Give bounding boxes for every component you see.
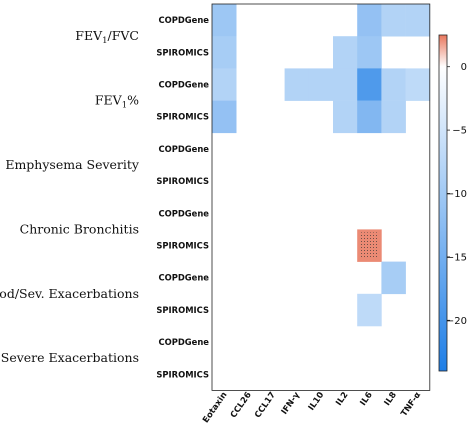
column-label: CCL17 (252, 390, 277, 420)
plot-frame (211, 3, 431, 391)
row-label: SPIROMICS (156, 305, 209, 315)
group-label: Severe Exacerbations (1, 350, 139, 365)
row-label: SPIROMICS (156, 369, 209, 379)
heatmap-cell-r0-c6 (357, 4, 382, 37)
group-label: Chronic Bronchitis (20, 221, 139, 236)
heatmap-cell-r3-c5 (333, 100, 358, 134)
row-label: COPDGene (158, 144, 209, 154)
heatmap-cell-r1-c0 (212, 36, 237, 69)
group-label: FEV1/FVC (75, 28, 139, 46)
group-labels: FEV1/FVC FEV1% Emphysema Severity Chronic B… (0, 28, 140, 365)
column-label: Eotaxin (200, 390, 228, 425)
row-label: COPDGene (158, 80, 209, 90)
heatmap-cell-r2-c7 (381, 68, 406, 101)
heatmap-cell-r3-c6 (357, 100, 382, 134)
heatmap-cell-r1-c5 (333, 36, 358, 69)
significance-stipple (360, 232, 379, 259)
column-label: TNF-α (398, 390, 422, 418)
group-label: FEV1% (95, 93, 139, 111)
heatmap-cell-r2-c8 (405, 68, 431, 101)
column-label: IL8 (382, 390, 398, 408)
heatmap-cell-r2-c6 (357, 68, 382, 101)
column-label: IL10 (306, 390, 326, 412)
column-label: CCL26 (228, 390, 253, 420)
column-label: IL6 (358, 390, 374, 408)
heatmap-cell-r2-c0 (212, 68, 237, 101)
colorbar-tick-label: −20 (446, 316, 467, 327)
row-labels: COPDGene SPIROMICS COPDGene SPIROMICS COPDGe… (156, 15, 209, 379)
heatmap-cell-r1-c6 (357, 36, 382, 69)
heatmap-cell-r2-c5 (333, 68, 358, 101)
row-label: SPIROMICS (156, 176, 209, 186)
row-label: SPIROMICS (156, 241, 209, 251)
column-label: IFN-γ (279, 390, 302, 416)
colorbar-tick-label: 0 (461, 62, 467, 73)
heatmap-cell-r0-c8 (405, 4, 431, 37)
heatmap-cell-r0-c0 (212, 4, 237, 37)
row-label: SPIROMICS (156, 47, 209, 57)
row-label: COPDGene (158, 208, 209, 218)
heatmap-cells (212, 4, 431, 327)
column-label: IL2 (333, 390, 349, 408)
group-label: Emphysema Severity (5, 157, 140, 172)
colorbar-tick-label: −10 (446, 189, 467, 200)
heatmap-cell-r0-c7 (381, 4, 406, 37)
colorbar-tick-label: −15 (446, 252, 467, 263)
column-labels: Eotaxin CCL26 CCL17 IFN-γ IL10 IL2 IL6 IL8 TNF-α (200, 390, 422, 425)
heatmap-cell-r3-c0 (212, 100, 237, 134)
row-label: COPDGene (158, 15, 209, 25)
row-label: SPIROMICS (156, 112, 209, 122)
row-label: COPDGene (158, 273, 209, 283)
group-label: Mod/Sev. Exacerbations (0, 286, 139, 301)
heatmap-cell-r2-c4 (308, 68, 334, 101)
colorbar-gradient (438, 34, 448, 372)
colorbar-tick-label: −5 (452, 126, 467, 137)
row-label: COPDGene (158, 337, 209, 347)
colorbar: 0 −5 −10 −15 −20 (438, 34, 467, 372)
heatmap-cell-r8-c7 (381, 261, 406, 295)
heatmap-cell-r2-c3 (284, 68, 310, 101)
heatmap-cell-r3-c7 (381, 100, 406, 134)
heatmap-cell-r9-c6 (357, 293, 382, 327)
